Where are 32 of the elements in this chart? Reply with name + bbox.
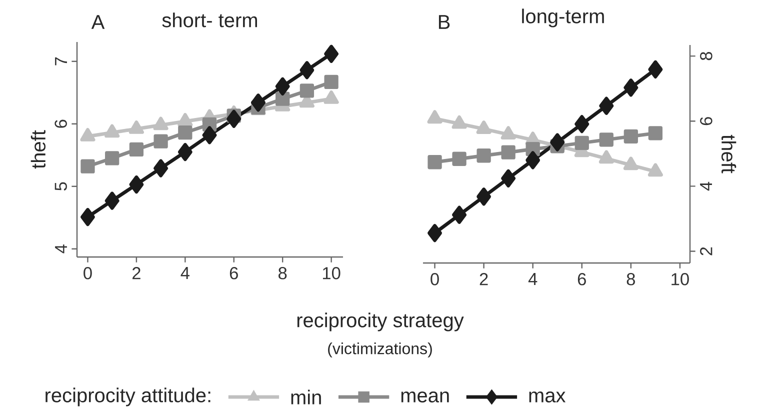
y2-axis-title: theft bbox=[721, 134, 736, 174]
x-tick-label: 8 bbox=[278, 267, 287, 280]
y-tick-label: 7 bbox=[55, 57, 67, 66]
legend-label: min bbox=[291, 390, 321, 404]
x-tick-label: 4 bbox=[180, 267, 190, 279]
x-tick-label: 0 bbox=[430, 273, 439, 286]
y-tick-label: 5 bbox=[54, 182, 67, 190]
text: B bbox=[438, 15, 450, 29]
x-tick-label: 8 bbox=[626, 273, 635, 286]
y2-tick-label: 2 bbox=[700, 247, 712, 256]
x-tick-label: 2 bbox=[480, 273, 488, 286]
y2-tick-label: 6 bbox=[700, 117, 712, 126]
y-tick-label: 4 bbox=[55, 244, 67, 254]
legend-label: mean bbox=[401, 392, 449, 402]
chart-title: long-term bbox=[522, 8, 604, 28]
text: A bbox=[91, 15, 105, 29]
x-tick-label: 10 bbox=[322, 267, 340, 280]
x-tick-label: 6 bbox=[578, 273, 586, 286]
x-tick-label: 0 bbox=[84, 267, 92, 280]
y-axis-title: theft bbox=[30, 130, 46, 169]
text: (victimizations) bbox=[328, 342, 432, 358]
legend-title: reciprocity attitude: bbox=[46, 388, 210, 406]
y-tick-label: 6 bbox=[54, 120, 67, 128]
x-tick-label: 4 bbox=[528, 273, 538, 285]
x-tick-label: 2 bbox=[132, 267, 140, 280]
chart-title: short- term bbox=[162, 12, 257, 28]
x-tick-label: 10 bbox=[672, 273, 689, 286]
y2-tick-label: 8 bbox=[700, 52, 712, 60]
x-tick-label: 6 bbox=[230, 267, 238, 280]
legend-label: max bbox=[529, 392, 566, 402]
x-axis-title: reciprocity strategy bbox=[297, 312, 464, 332]
y2-tick-label: 4 bbox=[700, 182, 712, 191]
